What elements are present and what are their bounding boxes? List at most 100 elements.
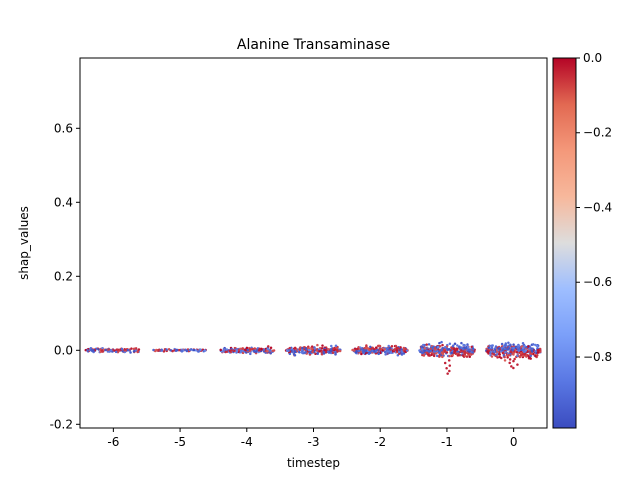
swarm-point	[235, 349, 239, 353]
swarm-point	[318, 350, 321, 353]
swarm-point	[434, 352, 438, 355]
swarm-point	[199, 348, 202, 351]
swarm-point	[162, 350, 166, 353]
swarm-point	[529, 354, 533, 358]
swarm-point	[136, 350, 139, 354]
swarm-point	[507, 353, 511, 357]
swarm-point	[438, 341, 441, 345]
swarm-point	[152, 348, 155, 352]
swarm-point	[433, 347, 437, 350]
swarm-point	[503, 359, 507, 362]
swarm-point	[320, 350, 323, 353]
x-tick-label: -6	[107, 435, 119, 449]
swarm-point	[421, 351, 424, 355]
colorbar-tick-label: −0.6	[583, 275, 612, 289]
swarm-point	[298, 348, 302, 351]
swarm-point	[400, 349, 403, 353]
swarm-point	[465, 355, 469, 358]
swarm-point	[224, 350, 227, 354]
swarm-point	[530, 349, 534, 353]
swarm-point	[500, 342, 504, 346]
swarm-point	[239, 351, 243, 354]
swarm-point	[536, 348, 540, 352]
swarm-point	[293, 350, 297, 353]
swarm-point	[512, 346, 515, 350]
swarm-point	[510, 365, 513, 368]
swarm-point	[496, 356, 499, 359]
swarm-point	[507, 341, 510, 344]
swarm-point	[516, 363, 519, 366]
swarm-point	[108, 350, 111, 353]
swarm-point	[165, 348, 168, 351]
swarm-point	[365, 344, 368, 347]
swarm-point	[266, 347, 270, 351]
swarm-point	[324, 350, 328, 354]
swarm-point	[101, 350, 104, 353]
swarm-point	[445, 367, 448, 370]
swarm-point	[513, 357, 516, 361]
swarm-point	[311, 350, 314, 354]
swarm-point	[269, 346, 273, 350]
swarm-point	[445, 351, 449, 354]
swarm-point	[248, 347, 251, 351]
swarm-point	[110, 349, 113, 352]
swarm-point	[225, 348, 229, 351]
swarm-point	[316, 352, 319, 355]
swarm-point	[368, 348, 371, 352]
y-axis: -0.2 0.0 0.2 0.4 0.6	[50, 121, 80, 431]
swarm-point	[360, 352, 363, 356]
swarm-point	[436, 345, 440, 349]
swarm-point	[460, 341, 463, 345]
swarm-point	[188, 348, 192, 352]
swarm-point	[440, 340, 443, 344]
swarm-point	[357, 349, 361, 353]
swarm-point	[491, 344, 494, 347]
swarm-point	[192, 348, 196, 352]
swarm-point	[260, 347, 263, 351]
swarm-point	[298, 351, 301, 354]
swarm-point	[535, 344, 539, 348]
swarm-point	[132, 350, 136, 353]
swarm-point	[452, 344, 455, 347]
swarm-point	[304, 351, 307, 354]
swarm-point	[386, 350, 390, 353]
swarm-point	[203, 349, 207, 352]
swarm-point	[364, 349, 368, 353]
swarm-point	[354, 351, 358, 354]
swarm-point	[502, 348, 505, 351]
plot-area	[84, 340, 542, 375]
swarm-point	[304, 347, 308, 350]
swarm-point	[423, 347, 427, 350]
swarm-point	[335, 346, 339, 350]
swarm-point	[321, 344, 324, 347]
swarm-point	[384, 353, 387, 356]
swarm-point	[315, 349, 319, 352]
swarm-point	[421, 348, 424, 351]
swarm-point	[461, 354, 465, 357]
swarm-point	[527, 345, 530, 348]
swarm-point	[441, 352, 445, 356]
swarm-point	[228, 349, 232, 353]
x-tick-label: -2	[374, 435, 386, 449]
x-tick-label: 0	[510, 435, 518, 449]
swarm-point	[536, 351, 540, 354]
swarm-point	[512, 343, 515, 346]
swarm-point	[418, 349, 421, 352]
y-axis-label: shap_values	[17, 206, 31, 280]
swarm-point	[506, 356, 509, 359]
swarm-point	[492, 353, 496, 356]
swarm-point	[114, 350, 118, 354]
chart-title: Alanine Transaminase	[237, 37, 390, 53]
swarm-point	[511, 348, 514, 352]
swarm-point	[320, 347, 324, 350]
swarm-point	[431, 346, 435, 349]
swarm-point	[516, 346, 519, 350]
swarm-point	[120, 347, 124, 351]
swarm-point	[185, 349, 189, 353]
swarm-point	[471, 351, 475, 354]
swarm-point	[86, 349, 89, 352]
swarm-point	[521, 346, 525, 350]
swarm-point	[377, 352, 381, 355]
swarm-point	[252, 349, 256, 353]
